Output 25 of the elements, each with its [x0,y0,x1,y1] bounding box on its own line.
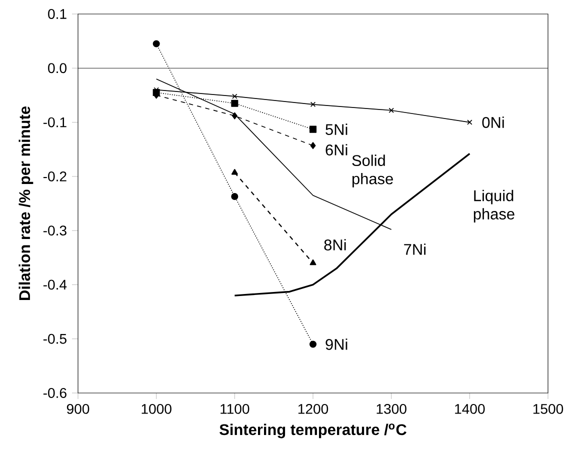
series-label: 0Ni [482,116,504,128]
y-tick-label: -0.3 [43,226,66,236]
x-tick-label: 1400 [455,404,485,414]
y-tick-label: 0.1 [48,9,66,19]
x-tick-label: 1000 [142,404,172,414]
y-tick-label: -0.6 [43,388,66,398]
y-axis-title: Dilation rate /% per minute [18,106,34,300]
annotation: Solid phase [352,154,393,188]
y-tick-label: -0.1 [43,117,66,128]
y-tick-label: -0.5 [43,334,66,344]
x-tick-label: 900 [66,404,90,414]
y-tick-label: 0.0 [48,63,66,74]
y-tick-label: -0.4 [43,280,67,290]
x-tick-label: 1200 [298,404,328,414]
series-label: 8Ni [324,239,346,250]
x-axis-title: Sintering temperature /$^{o}$C [220,424,406,438]
series-label: 7Ni [404,244,426,255]
series-label: 6Ni [326,144,348,156]
x-tick-label: 1300 [376,404,406,414]
x-tick-label: 1500 [533,404,564,414]
y-tick-label: -0.2 [43,171,66,182]
series-label: 5Ni [326,124,348,136]
series-label: 9Ni [326,338,348,350]
x-tick-label: 1100 [220,404,250,414]
annotation: Liquid phase [474,190,514,223]
